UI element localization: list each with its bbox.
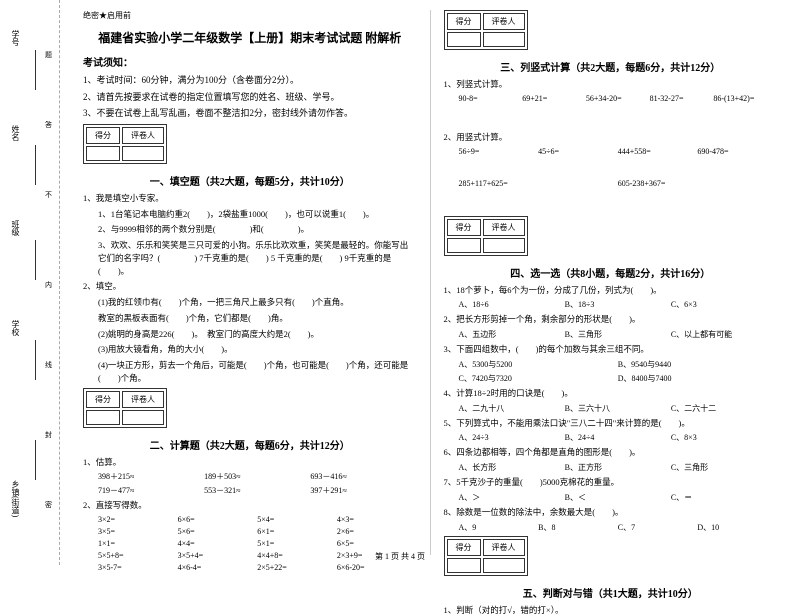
opts-row: A、24÷3B、24÷4C、8×3 [444,432,778,443]
opts-row: A、＞B、＜C、＝ [444,492,778,503]
score-box: 得分评卷人 [444,216,528,256]
section-title: 二、计算题（共2大题，每题6分，共计12分） [83,437,417,452]
mark: 不 [45,190,52,200]
question-stem: 3、下面四组数中，( )的每个加数与其余三组不同。 [444,343,778,356]
score-box: 得分评卷人 [83,124,167,164]
column-divider [430,10,431,555]
sidebar-line [35,340,36,380]
question-stem: 1、我是填空小专家。 [83,192,417,205]
question-stem: 7、5千克沙子的重量( )5000克棉花的重量。 [444,476,778,489]
question-stem: 1、列竖式计算。 [444,78,778,91]
section-title: 四、选一选（共8小题，每题2分，共计16分） [444,265,778,280]
calc-row: 5×5+8=3×5+4=4×4+8=2×3+9= [83,551,417,560]
score-cell: 得分 [447,219,481,236]
calc-row: 3×5-7=4×6-4=2×5+22=6×6-20= [83,563,417,572]
notice-item: 2、请首先按要求在试卷的指定位置填写您的姓名、班级、学号。 [83,91,417,104]
opts-row: A、五边形B、三角形C、以上都有可能 [444,329,778,340]
question-item: (3)用放大镜看角，角的大小( )。 [83,343,417,356]
score-box: 得分评卷人 [83,388,167,428]
opts-row: A、9B、8C、7D、10 [444,522,778,533]
question-stem: 2、用竖式计算。 [444,131,778,144]
sidebar-line [35,240,36,280]
mark: 答 [45,120,52,130]
question-item: 3、欢欢、乐乐和笑笑是三只可爱的小狗。乐乐比欢欢重，笑笑是最轻的。你能写出它们的… [83,239,417,277]
section-title: 三、列竖式计算（共2大题，每题6分，共计12分） [444,59,778,74]
question-stem: 1、判断（对的打√，错的打×）。 [444,604,778,616]
secret-label: 绝密★启用前 [83,10,417,21]
opts-row: A、18÷6B、18÷3C、6×3 [444,299,778,310]
calc-row: 3×2=6×6=5×4=4×3= [83,515,417,524]
score-box: 得分评卷人 [444,536,528,576]
score-cell: 得分 [447,539,481,556]
mark: 密 [45,500,52,510]
calc-row: 90-8=69+21=56+34-20=81-32-27=86-(13+42)= [444,94,778,103]
question-stem: 8、除数是一位数的除法中，余数最大是( )。 [444,506,778,519]
question-stem: 1、18个萝卜，每6个为一份，分成了几份，列式为( )。 [444,284,778,297]
score-cell: 评卷人 [483,13,525,30]
question-stem: 2、把长方形剪掉一个角，剩余部分的形状是( )。 [444,313,778,326]
score-box: 得分评卷人 [444,10,528,50]
question-item: 教室的黑板表面有( )个角，它们都是( )角。 [83,312,417,325]
calc-row: 1×1=4×4=5×1=6×5= [83,539,417,548]
mark: 题 [45,50,52,60]
question-stem: 5、下列算式中，不能用乘法口诀"三八二十四"来计算的是( )。 [444,417,778,430]
calc-row: 719－477≈553－321≈397＋291≈ [83,485,417,496]
question-stem: 4、计算18÷2时用的口诀是( )。 [444,387,778,400]
notice-item: 3、不要在试卷上乱写乱画，卷面不整洁扣2分，密封线外请勿作答。 [83,107,417,120]
binding-sidebar: 学号 题 姓名 答 不 班级 内 学校 线 封 乡镇(街道) 密 [0,0,60,565]
opts-row: A、二九十八B、三六十八C、二六十二 [444,403,778,414]
score-cell: 评卷人 [122,127,164,144]
score-cell: 得分 [86,391,120,408]
score-cell: 评卷人 [122,391,164,408]
sidebar-line [35,145,36,185]
mark: 内 [45,280,52,290]
calc-row: 3×5=5×6=6×1=2×6= [83,527,417,536]
sidebar-label: 班级 [10,220,21,236]
exam-title: 福建省实验小学二年级数学【上册】期末考试试题 附解析 [83,29,417,46]
question-item: (2)姚明的身高是226( )。 教室门的高度大约是2( )。 [83,328,417,341]
left-column: 绝密★启用前 福建省实验小学二年级数学【上册】期末考试试题 附解析 考试须知： … [75,10,425,555]
sidebar-label: 学校 [10,320,21,336]
notice-item: 1、考试时间：60分钟，满分为100分（含卷面分2分）。 [83,74,417,87]
sidebar-line [35,440,36,480]
question-stem: 1、估算。 [83,456,417,469]
question-item: 2、与9999相邻的两个数分别是( )和( )。 [83,223,417,236]
sidebar-label: 姓名 [10,125,21,141]
calc-row: 285+117+625=605-238+367= [444,179,778,188]
opts-row: C、7420与7320D、8400与7400 [444,373,778,384]
question-stem: 2、直接写得数。 [83,499,417,512]
mark: 封 [45,430,52,440]
question-item: (1)我的红领巾有( )个角，一把三角尺上最多只有( )个直角。 [83,296,417,309]
question-stem: 2、填空。 [83,280,417,293]
score-cell: 评卷人 [483,539,525,556]
opts-row: A、5300与5200B、9540与9440 [444,359,778,370]
calc-row: 56÷9=45÷6=444+558=690-478= [444,147,778,156]
calc-row: 398＋215≈189＋503≈693－416≈ [83,471,417,482]
notice-title: 考试须知： [83,54,417,69]
opts-row: A、长方形B、正方形C、三角形 [444,462,778,473]
sidebar-line [35,50,36,90]
question-item: (4)一块正方形，剪去一个角后，可能是( )个角，也可能是( )个角，还可能是(… [83,359,417,385]
right-column: 得分评卷人 三、列竖式计算（共2大题，每题6分，共计12分） 1、列竖式计算。 … [436,10,786,555]
sidebar-label: 学号 [10,30,21,46]
section-title: 五、判断对与错（共1大题，共计10分） [444,585,778,600]
question-stem: 6、四条边都相等，四个角都是直角的图形是( )。 [444,446,778,459]
page-number: 第 1 页 共 4 页 [375,551,425,562]
sidebar-label: 乡镇(街道) [10,480,21,517]
section-title: 一、填空题（共2大题，每题5分，共计10分） [83,173,417,188]
score-cell: 评卷人 [483,219,525,236]
mark: 线 [45,360,52,370]
question-item: 1、1台笔记本电脑约重2( )，2袋盐重1000( )，也可以说重1( )。 [83,208,417,221]
score-cell: 得分 [86,127,120,144]
score-cell: 得分 [447,13,481,30]
